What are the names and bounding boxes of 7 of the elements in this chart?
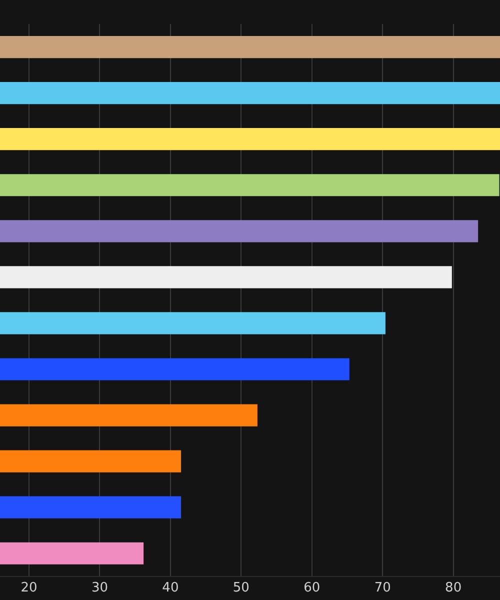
x-tick-label: 40 — [162, 580, 179, 596]
x-tick-label: 20 — [20, 580, 38, 596]
x-tick-label: 60 — [304, 580, 320, 596]
x-tick-label: 50 — [232, 580, 250, 596]
x-tick-label: 70 — [374, 580, 391, 596]
x-tick-label: 30 — [91, 580, 108, 596]
x-tick-label: 80 — [445, 580, 462, 596]
